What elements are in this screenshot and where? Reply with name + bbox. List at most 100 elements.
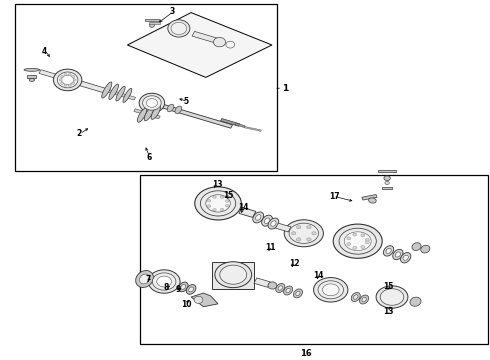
Ellipse shape [366,241,369,244]
Ellipse shape [362,297,366,302]
Ellipse shape [116,86,125,101]
Ellipse shape [144,107,154,121]
Text: 1: 1 [282,84,288,93]
Ellipse shape [167,104,174,112]
Ellipse shape [143,96,161,110]
Polygon shape [251,128,255,130]
Ellipse shape [61,76,64,78]
Polygon shape [258,129,262,131]
Text: 6: 6 [146,153,151,162]
Ellipse shape [64,84,67,86]
Polygon shape [212,262,254,289]
Text: 13: 13 [383,307,393,316]
Ellipse shape [102,82,112,98]
Ellipse shape [186,285,196,294]
Ellipse shape [294,289,302,298]
Ellipse shape [53,69,82,91]
Ellipse shape [410,297,421,306]
Ellipse shape [289,223,318,243]
Text: 11: 11 [266,243,276,252]
Polygon shape [244,126,248,129]
Ellipse shape [181,284,186,289]
Ellipse shape [401,253,411,263]
Ellipse shape [322,284,339,296]
Ellipse shape [189,287,194,292]
Polygon shape [134,109,160,119]
Polygon shape [77,81,109,94]
Ellipse shape [206,195,230,212]
Polygon shape [235,123,245,127]
Ellipse shape [225,200,229,202]
Ellipse shape [262,215,272,226]
Ellipse shape [171,22,187,35]
Ellipse shape [68,73,71,76]
Text: 3: 3 [169,8,174,17]
Text: 13: 13 [212,180,222,189]
Text: 15: 15 [383,282,393,291]
Ellipse shape [395,252,400,257]
Ellipse shape [366,239,369,242]
Ellipse shape [157,276,172,287]
Ellipse shape [296,291,300,296]
Polygon shape [191,293,218,307]
Ellipse shape [268,282,277,289]
Ellipse shape [307,238,311,241]
Ellipse shape [286,288,290,293]
Text: 8: 8 [163,283,169,292]
Polygon shape [104,89,136,100]
Ellipse shape [292,232,296,235]
Ellipse shape [339,228,376,254]
Ellipse shape [61,82,64,84]
Bar [140,175,488,344]
Polygon shape [192,31,220,44]
Ellipse shape [296,225,301,229]
Ellipse shape [62,75,74,85]
Ellipse shape [296,238,301,241]
Ellipse shape [29,78,34,81]
Ellipse shape [72,82,74,84]
Ellipse shape [312,232,316,235]
Polygon shape [254,129,258,131]
Polygon shape [247,127,251,129]
Ellipse shape [109,84,119,99]
Ellipse shape [270,221,276,226]
Ellipse shape [72,76,74,78]
Ellipse shape [168,20,190,37]
Ellipse shape [136,270,153,288]
Ellipse shape [278,286,282,290]
Polygon shape [127,13,272,77]
Ellipse shape [148,270,180,293]
Ellipse shape [351,293,360,301]
Ellipse shape [146,99,157,107]
Ellipse shape [276,284,285,292]
Ellipse shape [333,224,382,258]
Text: 14: 14 [314,271,324,280]
Ellipse shape [386,248,391,253]
Ellipse shape [64,73,67,76]
Ellipse shape [380,289,404,305]
Ellipse shape [354,295,358,299]
Bar [15,4,277,171]
Text: 15: 15 [223,191,233,199]
Polygon shape [140,98,233,128]
Text: 12: 12 [289,259,299,268]
Ellipse shape [255,215,261,220]
Ellipse shape [368,198,376,203]
Ellipse shape [347,243,351,246]
Ellipse shape [360,295,368,304]
Ellipse shape [253,212,264,223]
Ellipse shape [268,218,279,229]
Polygon shape [39,70,61,79]
Text: 5: 5 [184,97,189,106]
Ellipse shape [318,281,343,299]
Polygon shape [145,19,159,21]
Ellipse shape [57,72,78,88]
Ellipse shape [226,41,235,48]
Ellipse shape [123,88,132,103]
Polygon shape [27,75,36,78]
Ellipse shape [225,204,229,207]
Ellipse shape [220,196,224,198]
Ellipse shape [213,208,216,211]
Ellipse shape [139,93,165,113]
Ellipse shape [220,265,246,284]
